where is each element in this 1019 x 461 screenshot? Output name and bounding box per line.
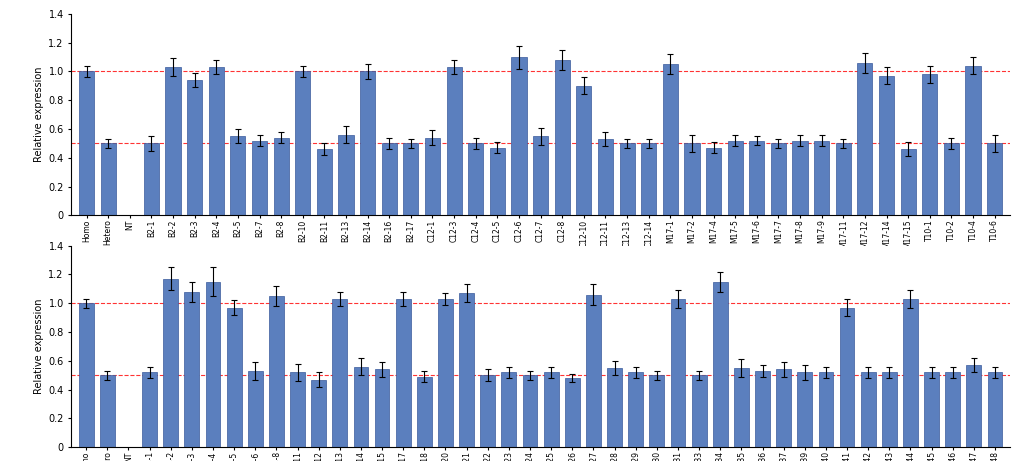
Bar bbox=[986, 143, 1002, 215]
Bar bbox=[734, 368, 748, 447]
Bar bbox=[489, 148, 504, 215]
Bar bbox=[78, 303, 94, 447]
Bar bbox=[754, 371, 769, 447]
Bar bbox=[501, 372, 516, 447]
Bar bbox=[921, 74, 936, 215]
Bar bbox=[923, 372, 938, 447]
Bar bbox=[943, 143, 958, 215]
Bar bbox=[817, 372, 833, 447]
Bar bbox=[273, 138, 288, 215]
Bar bbox=[468, 143, 483, 215]
Bar bbox=[543, 372, 558, 447]
Bar bbox=[226, 307, 242, 447]
Bar bbox=[289, 372, 305, 447]
Bar bbox=[374, 369, 389, 447]
Bar bbox=[857, 63, 871, 215]
Bar bbox=[209, 67, 223, 215]
Bar bbox=[641, 143, 655, 215]
Bar bbox=[775, 369, 791, 447]
Bar bbox=[417, 377, 431, 447]
Bar bbox=[705, 148, 720, 215]
Bar bbox=[446, 67, 462, 215]
Bar bbox=[691, 375, 706, 447]
Bar bbox=[332, 299, 346, 447]
Bar bbox=[184, 292, 199, 447]
Bar bbox=[986, 372, 1002, 447]
Y-axis label: Relative expression: Relative expression bbox=[35, 299, 44, 394]
Bar bbox=[565, 378, 579, 447]
Bar bbox=[835, 143, 850, 215]
Bar bbox=[554, 60, 570, 215]
Bar bbox=[669, 299, 685, 447]
Bar bbox=[797, 372, 811, 447]
Bar bbox=[749, 141, 763, 215]
Bar bbox=[230, 136, 246, 215]
Bar bbox=[839, 307, 854, 447]
Bar bbox=[966, 365, 980, 447]
Bar bbox=[294, 71, 310, 215]
Bar bbox=[628, 372, 642, 447]
Bar bbox=[792, 141, 807, 215]
Bar bbox=[438, 299, 452, 447]
Bar bbox=[662, 64, 678, 215]
Bar bbox=[480, 375, 494, 447]
Bar bbox=[945, 372, 959, 447]
Bar bbox=[900, 149, 915, 215]
Y-axis label: Relative expression: Relative expression bbox=[35, 67, 44, 162]
Bar bbox=[597, 139, 612, 215]
Bar bbox=[619, 143, 634, 215]
Bar bbox=[360, 71, 375, 215]
Bar bbox=[881, 372, 896, 447]
Bar bbox=[101, 143, 115, 215]
Bar bbox=[813, 141, 828, 215]
Bar bbox=[165, 67, 180, 215]
Bar bbox=[338, 135, 354, 215]
Bar bbox=[522, 375, 537, 447]
Bar bbox=[269, 296, 283, 447]
Bar bbox=[78, 71, 94, 215]
Bar bbox=[317, 149, 331, 215]
Bar bbox=[878, 76, 894, 215]
Bar bbox=[311, 379, 326, 447]
Bar bbox=[142, 372, 157, 447]
Bar bbox=[860, 372, 874, 447]
Bar bbox=[586, 295, 600, 447]
Bar bbox=[902, 299, 917, 447]
Bar bbox=[403, 143, 418, 215]
Bar bbox=[684, 143, 699, 215]
Bar bbox=[533, 136, 547, 215]
Bar bbox=[965, 65, 979, 215]
Bar bbox=[163, 279, 178, 447]
Bar bbox=[186, 80, 202, 215]
Bar bbox=[252, 141, 267, 215]
Bar bbox=[459, 293, 474, 447]
Bar bbox=[727, 141, 742, 215]
Bar bbox=[206, 282, 220, 447]
Bar bbox=[511, 57, 526, 215]
Bar bbox=[354, 366, 368, 447]
Bar bbox=[248, 371, 263, 447]
Bar bbox=[395, 299, 411, 447]
Bar bbox=[576, 86, 591, 215]
Bar bbox=[425, 138, 439, 215]
Bar bbox=[100, 375, 114, 447]
Bar bbox=[649, 375, 663, 447]
Bar bbox=[381, 143, 396, 215]
Bar bbox=[770, 143, 786, 215]
Bar bbox=[144, 143, 159, 215]
Bar bbox=[712, 282, 727, 447]
Bar bbox=[606, 368, 622, 447]
